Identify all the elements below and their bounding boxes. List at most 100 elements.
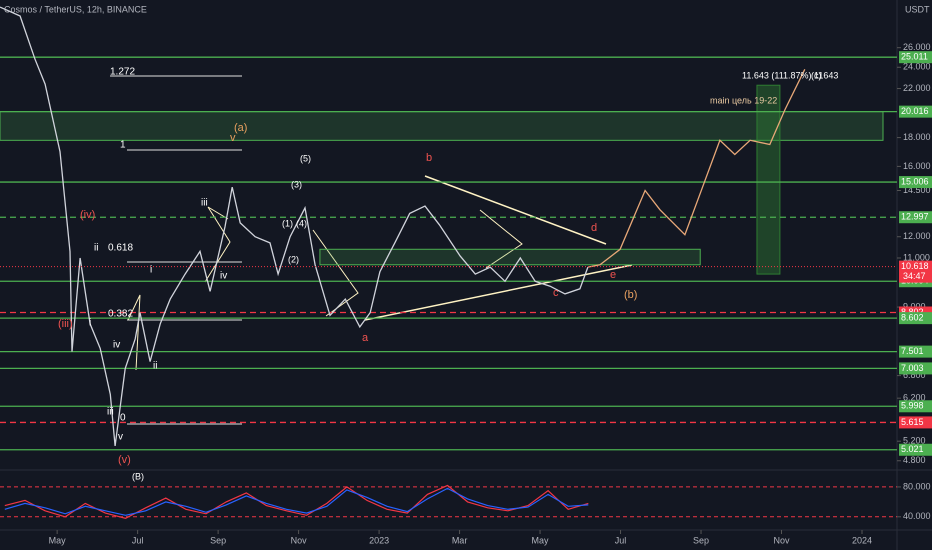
- y-tick-label: 6.200: [903, 393, 926, 403]
- level-label: 15.006: [901, 176, 929, 186]
- wave-label: (a): [234, 122, 247, 134]
- x-tick-label: Mar: [452, 535, 468, 545]
- x-tick-label: Nov: [291, 535, 308, 545]
- x-tick-label: Jul: [615, 535, 627, 545]
- level-label: 5.021: [901, 444, 924, 454]
- zone: [756, 84, 781, 275]
- level-label: 25.011: [901, 52, 928, 62]
- wave-label: b: [426, 152, 432, 164]
- level-tag: [899, 105, 932, 118]
- symbol: Cosmos / TetherUS, 12h, BINANCE: [4, 4, 147, 14]
- y-tick-label: 4.800: [903, 455, 926, 465]
- x-tick-label: Sep: [210, 535, 226, 545]
- x-tick-label: May: [532, 535, 550, 545]
- level-tag: [899, 211, 932, 224]
- zone: [0, 111, 884, 141]
- y-tick-label: 16.000: [903, 161, 931, 171]
- x-tick-label: Sep: [693, 535, 709, 545]
- fib-label: 0.618: [108, 243, 133, 254]
- level-tag: [899, 345, 932, 358]
- x-tick-label: 2024: [852, 535, 872, 545]
- wave-label: a: [362, 332, 369, 344]
- level-label: 12.997: [901, 212, 929, 222]
- wave-label: (c): [811, 70, 822, 80]
- wave-label: iii: [201, 198, 208, 209]
- wave-label: (v): [118, 454, 131, 466]
- level-label: 7.501: [901, 346, 924, 356]
- level-label: 5.615: [901, 417, 924, 427]
- wave-label: iv: [220, 271, 227, 282]
- wave-label: c: [553, 287, 559, 299]
- current-price: 10.618: [901, 261, 929, 271]
- level-tag: [899, 400, 932, 413]
- x-tick-label: May: [49, 535, 67, 545]
- y-tick-label: 26.000: [903, 42, 931, 52]
- series-line: [0, 6, 589, 446]
- wave-label: i: [89, 318, 91, 329]
- triangle: [479, 209, 523, 269]
- y-tick-label: 22.000: [903, 83, 931, 93]
- y-tick-label: 14.500: [903, 185, 931, 195]
- wave-label: e: [610, 269, 616, 281]
- wave-label: (iii): [58, 318, 73, 330]
- level-label: 5.998: [901, 401, 924, 411]
- wave-label: v: [118, 432, 123, 443]
- x-tick-label: Jul: [132, 535, 144, 545]
- y-tick-label: 24.000: [903, 62, 931, 72]
- target-note: 11.643 (111.87%) 11643: [742, 70, 838, 80]
- wave-label: (b): [624, 289, 637, 301]
- current-tag: [899, 260, 932, 283]
- zone: [319, 248, 701, 266]
- level-label: 8.802: [901, 307, 924, 317]
- y-tick-label: 5.200: [903, 436, 926, 446]
- level-tag: [899, 362, 932, 375]
- series-line: [4, 484, 589, 519]
- fib-label: 1.272: [110, 67, 135, 78]
- series-line: [587, 69, 806, 268]
- wave-label: (4): [296, 218, 307, 228]
- y-tick-label: 18.000: [903, 132, 931, 142]
- fib-label: 0: [120, 413, 126, 424]
- wave-label: (2): [288, 254, 299, 264]
- level-label: 8.602: [901, 313, 924, 323]
- level-tag: [899, 443, 932, 456]
- level-tag: [899, 312, 932, 325]
- y-tick-label: 6.800: [903, 370, 926, 380]
- wave-label: d: [591, 222, 597, 234]
- level-tag: [899, 51, 932, 64]
- annotations: 1.272 1 0.618 0.382 0 (a) v (b) (c) (B) …: [58, 67, 838, 482]
- currency: USDT: [905, 4, 930, 14]
- level-tag: [899, 176, 932, 189]
- wave-label: i: [150, 265, 152, 276]
- wave-label: ii: [94, 243, 98, 254]
- wave-label: (3): [291, 179, 302, 189]
- y-tick-label: 12.000: [903, 231, 931, 241]
- y-tick-label: 9.000: [903, 301, 926, 311]
- wave-label: v: [230, 132, 236, 144]
- triangle: [127, 294, 141, 371]
- x-tick-label: 2023: [369, 535, 389, 545]
- level-label: 7.003: [901, 363, 924, 373]
- fib-label: 0.382: [108, 309, 133, 320]
- wave-label: iii: [107, 407, 114, 418]
- trendline: [424, 175, 607, 245]
- fib-label: 1: [120, 140, 126, 151]
- level-tag: [899, 416, 932, 429]
- series-line: [4, 487, 589, 516]
- trendline: [364, 264, 633, 321]
- target-note: main цель 19-22: [710, 95, 777, 105]
- wave-label: ii: [153, 361, 157, 372]
- y-tick-label: 40.000: [903, 511, 931, 521]
- y-tick-label: 11.000: [903, 252, 930, 262]
- countdown: 34:47: [903, 271, 926, 281]
- x-tick-label: Nov: [773, 535, 790, 545]
- y-tick-label: 80.000: [903, 481, 931, 491]
- wave-label: (1): [282, 218, 293, 228]
- wave-label: (5): [300, 153, 311, 163]
- wave-label: (iv): [80, 209, 95, 221]
- wave-label: (B): [132, 471, 144, 481]
- level-label: 20.016: [901, 106, 929, 116]
